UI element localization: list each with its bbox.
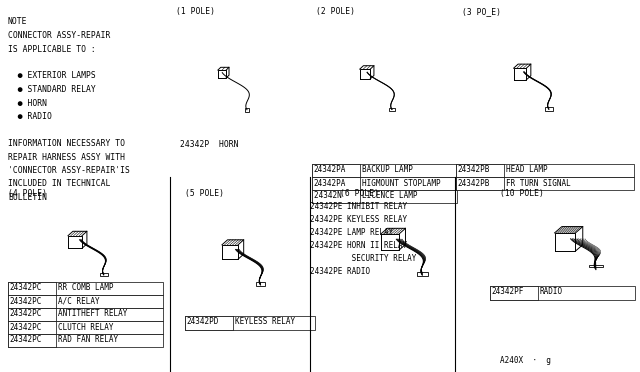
Text: 24342PB: 24342PB: [458, 179, 490, 187]
Text: KEYLESS RELAY: KEYLESS RELAY: [235, 317, 295, 327]
Bar: [99, 273, 108, 276]
Bar: [8, 321, 163, 334]
Text: LICENCE LAMP: LICENCE LAMP: [362, 192, 417, 201]
Bar: [312, 164, 360, 177]
Text: 24342PC: 24342PC: [10, 296, 42, 305]
Text: ● HORN: ● HORN: [8, 99, 47, 108]
Bar: [8, 334, 56, 347]
Bar: [490, 286, 538, 300]
Bar: [312, 177, 360, 190]
Bar: [244, 108, 249, 112]
Bar: [312, 190, 360, 203]
Text: CONNECTOR ASSY-REPAIR: CONNECTOR ASSY-REPAIR: [8, 31, 110, 40]
Bar: [417, 272, 428, 276]
Bar: [456, 177, 634, 190]
Bar: [255, 282, 266, 286]
Text: INFORMATION NECESSARY TO: INFORMATION NECESSARY TO: [8, 139, 125, 148]
Text: (1 POLE): (1 POLE): [176, 7, 215, 16]
Text: 'CONNECTOR ASSY-REPAIR'IS: 'CONNECTOR ASSY-REPAIR'IS: [8, 166, 130, 175]
Text: REPAIR HARNESS ASSY WITH: REPAIR HARNESS ASSY WITH: [8, 153, 125, 161]
Text: NOTE: NOTE: [8, 17, 28, 26]
Text: (3 PO_E): (3 PO_E): [462, 7, 501, 16]
Text: A240X  ·  g: A240X · g: [500, 356, 551, 365]
Text: 24342PA: 24342PA: [314, 179, 346, 187]
Text: (6 POLE): (6 POLE): [340, 189, 379, 198]
Bar: [185, 316, 315, 330]
Text: RR COMB LAMP: RR COMB LAMP: [58, 283, 113, 292]
Text: 24342N: 24342N: [314, 192, 346, 201]
Text: 24342PE KEYLESS RELAY: 24342PE KEYLESS RELAY: [310, 215, 407, 224]
Text: (2 POLE): (2 POLE): [316, 7, 355, 16]
Text: INCLUDED IN TECHNICAL: INCLUDED IN TECHNICAL: [8, 180, 110, 189]
Text: 24342PE HORN II RELAY: 24342PE HORN II RELAY: [310, 241, 407, 250]
Text: (10 POLE): (10 POLE): [500, 189, 544, 198]
Text: ● STANDARD RELAY: ● STANDARD RELAY: [8, 85, 96, 94]
Text: 24342PC: 24342PC: [10, 310, 42, 318]
Text: FR TURN SIGNAL: FR TURN SIGNAL: [506, 179, 571, 187]
Text: ● EXTERIOR LAMPS: ● EXTERIOR LAMPS: [8, 71, 96, 80]
Bar: [8, 308, 56, 321]
Text: 24342PA: 24342PA: [314, 166, 346, 174]
Bar: [456, 164, 504, 177]
Text: RAD FAN RELAY: RAD FAN RELAY: [58, 336, 118, 344]
Text: ANTITHEFT RELAY: ANTITHEFT RELAY: [58, 310, 127, 318]
Text: 24342PE RADIO: 24342PE RADIO: [310, 267, 370, 276]
Bar: [8, 295, 163, 308]
Text: 24342PE LAMP RELAY: 24342PE LAMP RELAY: [310, 228, 393, 237]
Bar: [8, 295, 56, 308]
Text: IS APPLICABLE TO :: IS APPLICABLE TO :: [8, 45, 96, 54]
Bar: [8, 334, 163, 347]
Bar: [456, 164, 634, 177]
Text: BULLETIN: BULLETIN: [8, 193, 47, 202]
Text: 24342PC: 24342PC: [10, 336, 42, 344]
Text: 24342PE INHIBIT RELAY: 24342PE INHIBIT RELAY: [310, 202, 407, 211]
Text: HEAD LAMP: HEAD LAMP: [506, 166, 548, 174]
Text: BACKUP LAMP: BACKUP LAMP: [362, 166, 413, 174]
Text: 24342P  HORN: 24342P HORN: [180, 140, 239, 149]
Bar: [185, 316, 233, 330]
Text: 24342PC: 24342PC: [10, 283, 42, 292]
Text: (4 POLE): (4 POLE): [8, 189, 47, 198]
Bar: [545, 107, 552, 111]
Text: HIGMOUNT STOPLAMP: HIGMOUNT STOPLAMP: [362, 179, 440, 187]
Text: A/C RELAY: A/C RELAY: [58, 296, 100, 305]
Bar: [8, 282, 56, 295]
Text: ● RADIO: ● RADIO: [8, 112, 52, 121]
Text: (5 POLE): (5 POLE): [185, 189, 224, 198]
Text: RADIO: RADIO: [540, 288, 563, 296]
Bar: [8, 321, 56, 334]
Bar: [456, 177, 504, 190]
Text: 24342PB: 24342PB: [458, 166, 490, 174]
Text: CLUTCH RELAY: CLUTCH RELAY: [58, 323, 113, 331]
Text: 24342PD: 24342PD: [186, 317, 219, 327]
Bar: [312, 190, 457, 203]
Bar: [490, 286, 635, 300]
Bar: [312, 164, 457, 177]
Bar: [8, 308, 163, 321]
Text: 24342PF: 24342PF: [492, 288, 524, 296]
Bar: [312, 177, 457, 190]
Text: 24342PC: 24342PC: [10, 323, 42, 331]
Bar: [589, 264, 603, 267]
Bar: [8, 282, 163, 295]
Text: SECURITY RELAY: SECURITY RELAY: [310, 254, 417, 263]
Bar: [389, 108, 395, 111]
